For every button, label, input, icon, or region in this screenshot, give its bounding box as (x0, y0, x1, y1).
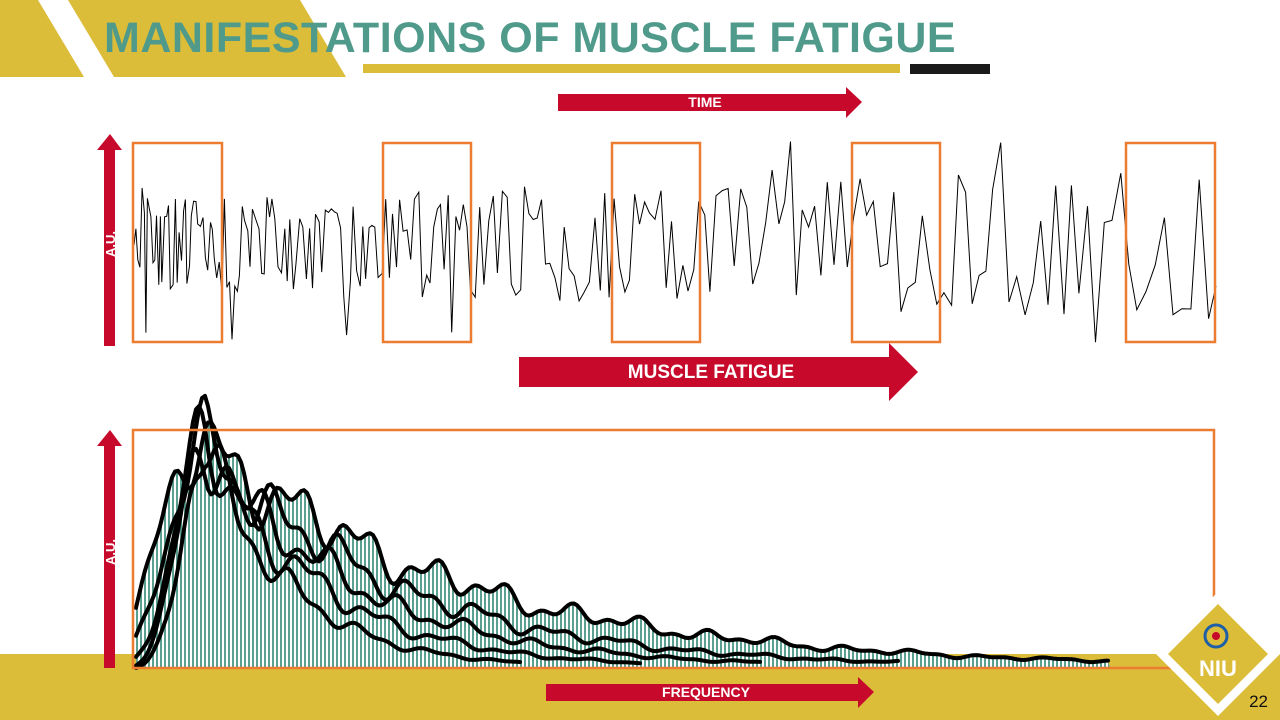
university-logo: NIU (1156, 592, 1280, 716)
emg-window-3 (610, 141, 702, 344)
emg-window-1 (131, 141, 224, 344)
emg-window-5 (1124, 141, 1217, 344)
slide-number: 22 (1249, 692, 1268, 711)
emg-window-4 (850, 141, 942, 344)
spectrum-curve (134, 443, 522, 670)
emg-window-boxes (131, 141, 1217, 344)
spectrum-curve (134, 393, 900, 664)
spectrum-curve (134, 447, 642, 668)
header-yellow-slant-left (0, 0, 84, 77)
slide-title: MANIFESTATIONS OF MUSCLE FATIGUE (104, 14, 957, 62)
spectrum-fill-area (136, 422, 1110, 668)
logo-text: NIU (1199, 656, 1237, 681)
au-bottom-label: A.U. (103, 539, 118, 565)
emg-signal-waveform (133, 141, 1217, 343)
time-arrow: TIME (558, 87, 862, 118)
time-label: TIME (688, 94, 721, 110)
university-logo-icon (1203, 623, 1229, 649)
spectrum-curves (134, 393, 1110, 670)
header-underline-yellow (363, 64, 900, 73)
spectrum-box (131, 428, 1216, 670)
muscle-fatigue-arrow: MUSCLE FATIGUE (519, 343, 918, 401)
au-top-label: A.U. (103, 231, 118, 257)
frequency-arrow: FREQUENCY (546, 677, 874, 708)
spectrum-curve (134, 420, 1110, 665)
header-yellow-band (68, 0, 346, 77)
muscle-fatigue-label: MUSCLE FATIGUE (628, 362, 794, 383)
emg-window-2 (381, 141, 473, 344)
frequency-label: FREQUENCY (662, 684, 751, 700)
au-top-arrow: A.U. (97, 134, 122, 346)
header-underline-black (910, 64, 990, 74)
au-bottom-arrow: A.U. (97, 430, 122, 668)
